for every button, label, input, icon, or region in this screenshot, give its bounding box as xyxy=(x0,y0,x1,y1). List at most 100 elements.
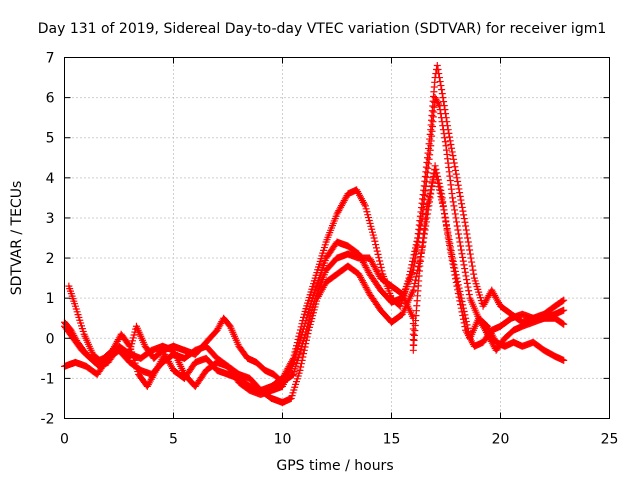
data-point-marker xyxy=(464,324,472,332)
data-point-marker xyxy=(451,163,459,171)
data-point-marker xyxy=(452,271,460,279)
data-point-marker xyxy=(449,152,457,160)
data-point-marker xyxy=(454,181,462,189)
data-point-marker xyxy=(438,90,446,98)
grid-lines xyxy=(64,57,610,419)
data-point-marker xyxy=(461,311,469,319)
data-point-marker xyxy=(455,230,463,238)
data-point-marker xyxy=(371,237,379,245)
data-point-marker xyxy=(434,179,442,187)
data-point-marker xyxy=(560,356,568,364)
data-point-marker xyxy=(409,257,417,265)
data-point-marker xyxy=(453,274,461,282)
data-point-marker xyxy=(457,242,465,250)
data-point-marker xyxy=(465,290,473,298)
data-point-marker xyxy=(456,189,464,197)
data-point-marker xyxy=(438,199,446,207)
data-point-marker xyxy=(435,186,443,194)
data-point-marker xyxy=(372,244,380,252)
data-point-marker xyxy=(468,258,476,266)
x-tick-label: 25 xyxy=(601,432,619,448)
data-point-marker xyxy=(439,94,447,102)
data-point-marker xyxy=(444,126,452,134)
data-point-marker xyxy=(466,250,474,258)
data-point-marker xyxy=(304,322,312,330)
data-point-marker xyxy=(452,170,460,178)
data-point-marker xyxy=(440,102,448,110)
data-point-marker xyxy=(297,363,305,371)
data-point-marker xyxy=(437,82,445,90)
data-point-marker xyxy=(441,213,449,221)
y-tick-label: 4 xyxy=(46,171,55,187)
data-point-marker xyxy=(427,183,435,191)
data-point-marker xyxy=(458,200,466,208)
y-axis-label: SDTVAR / TECUs xyxy=(9,181,25,296)
data-point-marker xyxy=(297,323,305,331)
data-point-marker xyxy=(445,232,453,240)
data-point-marker xyxy=(454,277,462,285)
data-point-marker xyxy=(374,250,382,258)
data-point-marker xyxy=(450,261,458,269)
data-point-marker xyxy=(451,206,459,214)
data-point-marker xyxy=(450,202,458,210)
data-point-marker xyxy=(458,250,466,258)
chart-title: Day 131 of 2019, Sidereal Day-to-day VTE… xyxy=(38,21,607,37)
data-point-marker xyxy=(435,74,443,82)
data-point-marker xyxy=(409,254,417,262)
data-point-marker xyxy=(464,238,472,246)
data-point-marker xyxy=(457,246,465,254)
data-point-marker xyxy=(411,247,419,255)
data-point-marker xyxy=(560,296,568,304)
data-point-marker xyxy=(460,215,468,223)
data-point-marker xyxy=(462,226,470,234)
data-point-marker xyxy=(425,193,433,201)
data-point-marker xyxy=(454,226,462,234)
data-point-marker xyxy=(305,316,313,324)
data-point-marker xyxy=(559,320,567,328)
x-tick-label: 5 xyxy=(169,432,178,448)
data-point-marker xyxy=(459,304,467,312)
data-point-marker xyxy=(376,257,384,265)
y-tick-label: 2 xyxy=(46,251,55,267)
data-point-marker xyxy=(299,353,307,361)
data-point-marker xyxy=(406,271,414,279)
data-point-marker xyxy=(449,254,457,262)
data-point-marker xyxy=(433,172,441,180)
data-point-marker xyxy=(411,279,419,287)
y-tick-label: 5 xyxy=(46,131,55,147)
data-point-marker xyxy=(372,241,380,249)
data-point-marker xyxy=(459,253,467,261)
data-point-marker xyxy=(455,185,463,193)
data-point-marker xyxy=(443,224,451,232)
data-point-marker xyxy=(446,133,454,141)
data-point-marker xyxy=(302,328,310,336)
data-point-marker xyxy=(456,192,464,200)
data-point-marker xyxy=(442,110,450,118)
y-tick-label: 0 xyxy=(46,331,55,347)
data-point-marker xyxy=(452,166,460,174)
data-point-marker xyxy=(463,279,471,287)
data-point-marker xyxy=(460,261,468,269)
data-point-marker xyxy=(300,334,308,342)
data-point-marker xyxy=(442,114,450,122)
data-point-marker xyxy=(443,221,451,229)
data-point-marker xyxy=(288,371,296,379)
data-point-marker xyxy=(465,287,473,295)
data-point-marker xyxy=(424,199,432,207)
data-point-marker xyxy=(414,263,422,271)
data-point-marker xyxy=(456,238,464,246)
data-point-marker xyxy=(469,266,477,274)
data-point-marker xyxy=(442,217,450,225)
data-point-marker xyxy=(445,129,453,137)
data-point-marker xyxy=(470,270,478,278)
data-point-marker xyxy=(453,222,461,230)
data-point-marker xyxy=(296,329,304,337)
y-tick-label: 7 xyxy=(46,51,55,67)
data-point-marker xyxy=(436,78,444,86)
data-point-marker xyxy=(450,155,458,163)
data-point-marker xyxy=(463,276,471,284)
data-point-marker xyxy=(410,251,418,259)
data-point-marker xyxy=(416,226,424,234)
data-point-marker xyxy=(461,268,469,276)
